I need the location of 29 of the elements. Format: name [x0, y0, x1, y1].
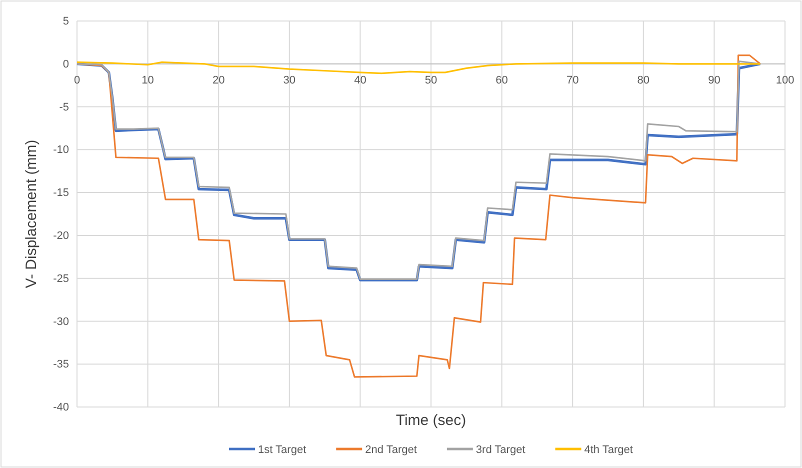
- legend-label: 1st Target: [258, 444, 306, 456]
- y-tick-label: -35: [53, 358, 69, 371]
- x-tick-label: 60: [496, 74, 508, 87]
- y-tick-label: -25: [53, 272, 69, 285]
- x-tick-label: 0: [74, 74, 80, 87]
- y-tick-label: 0: [62, 58, 69, 70]
- legend-label: 4th Target: [584, 444, 633, 456]
- line-series: [76, 61, 762, 74]
- x-tick-label: 80: [637, 74, 650, 87]
- x-tick-label: 10: [142, 74, 154, 87]
- y-tick-label: -10: [53, 144, 69, 156]
- x-tick-label: 100: [776, 74, 794, 87]
- y-tick-label: -15: [53, 187, 69, 200]
- y-axis-title: V- Displacement (mm): [23, 140, 40, 288]
- y-tick-label: -40: [53, 402, 69, 414]
- x-tick-label: 20: [212, 74, 225, 87]
- y-tick-label: -5: [59, 101, 69, 114]
- y-tick-label: 5: [62, 16, 69, 28]
- line-series: [76, 54, 762, 378]
- legend-label: 2nd Target: [365, 444, 417, 456]
- x-tick-label: 50: [424, 74, 438, 87]
- x-tick-label: 90: [708, 74, 720, 87]
- x-axis-title: Time (sec): [396, 412, 466, 429]
- y-tick-label: -30: [53, 316, 69, 328]
- legend-label: 3rd Target: [476, 444, 526, 456]
- x-tick-label: 30: [283, 74, 296, 87]
- y-tick-label: -20: [53, 230, 69, 242]
- x-tick-label: 70: [566, 74, 579, 87]
- x-tick-label: 40: [354, 74, 366, 87]
